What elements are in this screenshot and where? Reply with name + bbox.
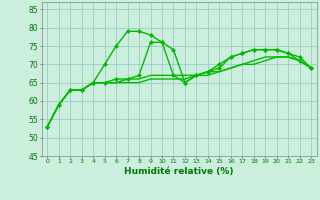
X-axis label: Humidité relative (%): Humidité relative (%) <box>124 167 234 176</box>
